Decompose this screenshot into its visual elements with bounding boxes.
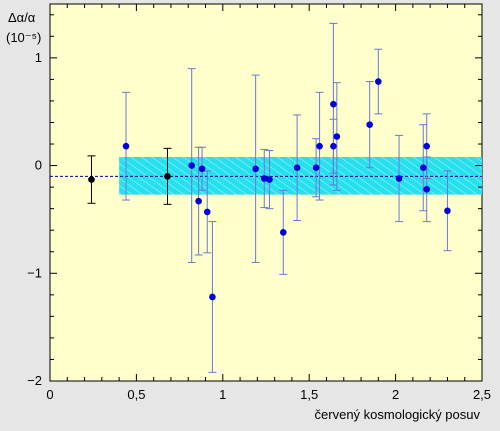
x-axis-title: červený kosmologický posuv: [315, 407, 481, 422]
data-point: [188, 162, 195, 169]
y-axis-unit: (10⁻⁵): [6, 30, 41, 45]
x-tick-label: 2: [392, 387, 399, 402]
data-point: [366, 121, 373, 128]
data-point: [252, 165, 259, 173]
data-point: [198, 165, 206, 173]
data-point: [122, 142, 130, 150]
data-point: [330, 100, 337, 108]
data-point: [164, 173, 171, 180]
weighted-mean-band: [119, 156, 482, 195]
data-point: [316, 142, 323, 150]
x-tick-label: 0,5: [127, 387, 145, 402]
data-point: [203, 208, 211, 216]
x-tick-label: 1: [219, 387, 226, 402]
data-point: [419, 164, 427, 172]
data-point: [333, 133, 341, 140]
x-tick-label: 0: [46, 387, 53, 402]
data-point: [423, 185, 431, 193]
data-point: [260, 175, 268, 182]
data-point: [209, 293, 216, 301]
x-tick-label: 1,5: [300, 387, 318, 402]
y-tick-label: −1: [27, 265, 42, 280]
data-point: [423, 142, 431, 150]
data-point: [312, 164, 320, 172]
data-point: [266, 176, 273, 183]
data-point: [375, 78, 382, 85]
data-point: [195, 197, 202, 205]
data-point: [293, 164, 301, 172]
y-axis-title: Δα/α: [8, 10, 36, 25]
y-tick-label: 1: [35, 50, 42, 65]
y-tick-label: −2: [27, 373, 42, 388]
data-point: [330, 142, 337, 150]
y-tick-label: 0: [35, 158, 42, 173]
data-point: [444, 207, 451, 215]
data-point: [279, 229, 287, 236]
x-tick-label: 2,5: [473, 387, 491, 402]
data-point: [88, 176, 95, 183]
data-point: [395, 175, 403, 182]
